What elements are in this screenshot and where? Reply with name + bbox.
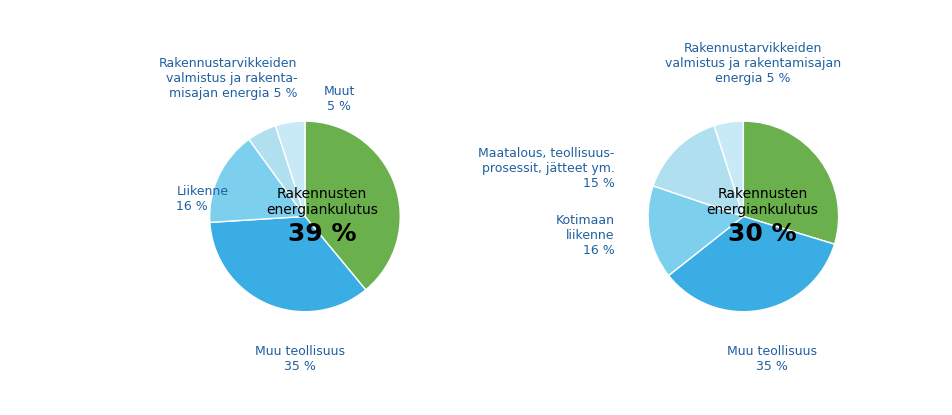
Wedge shape [248,126,305,216]
Wedge shape [305,121,400,290]
Text: Kotimaan
liikenne
16 %: Kotimaan liikenne 16 % [555,214,614,257]
Wedge shape [743,121,838,244]
Text: Maatalous, teollisuus-
prosessit, jätteet ym.
15 %: Maatalous, teollisuus- prosessit, jättee… [478,147,614,190]
Text: Rakennusten
energiankulutus: Rakennusten energiankulutus [705,187,818,217]
Text: Muut
5 %: Muut 5 % [324,85,354,113]
Wedge shape [275,121,305,216]
Wedge shape [209,216,366,312]
Text: 39 %: 39 % [288,222,356,246]
Text: Rakennustarvikkeiden
valmistus ja rakenta-
misajan energia 5 %: Rakennustarvikkeiden valmistus ja rakent… [159,57,297,100]
Wedge shape [652,126,743,216]
Wedge shape [713,121,743,216]
Wedge shape [668,216,834,312]
Text: Muu teollisuus
35 %: Muu teollisuus 35 % [726,345,816,373]
Text: Liikenne
16 %: Liikenne 16 % [176,185,228,213]
Text: 30 %: 30 % [727,222,796,246]
Wedge shape [209,139,305,222]
Text: Rakennustarvikkeiden
valmistus ja rakentamisajan
energia 5 %: Rakennustarvikkeiden valmistus ja rakent… [664,42,840,85]
Wedge shape [647,186,743,276]
Text: Muu teollisuus
35 %: Muu teollisuus 35 % [255,345,345,373]
Text: Rakennusten
energiankulutus: Rakennusten energiankulutus [266,187,378,217]
